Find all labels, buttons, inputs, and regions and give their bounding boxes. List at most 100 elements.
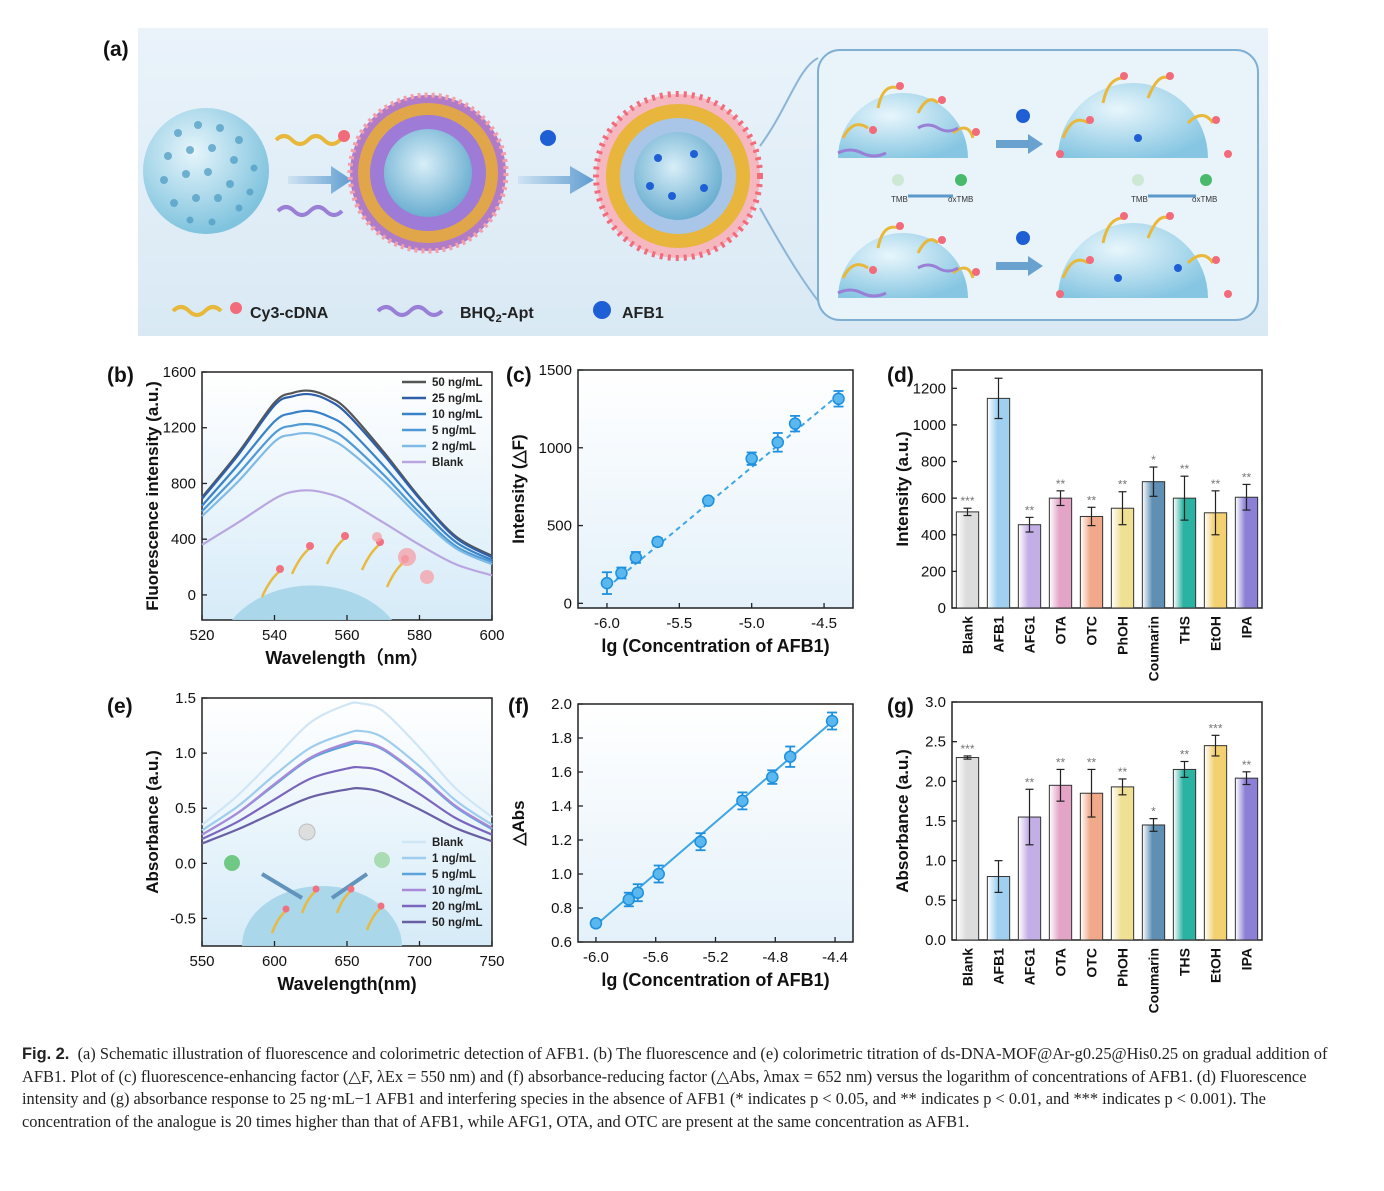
significance-mark: *** [1208, 721, 1222, 735]
legend-apt-glyph [376, 305, 444, 317]
panel-label-g: (g) [887, 695, 914, 718]
series-line [201, 765, 493, 841]
legend-label: 10 ng/mL [432, 409, 482, 421]
inset-tmb [298, 823, 316, 841]
data-point [694, 835, 707, 848]
bar [1048, 497, 1073, 609]
inset-glow [420, 570, 434, 584]
data-point [615, 566, 628, 580]
series-line [201, 740, 493, 836]
data-point [745, 452, 758, 465]
category-label: EtOH [1208, 948, 1224, 983]
inset-dye [347, 885, 355, 893]
significance-mark: * [1151, 453, 1156, 467]
bar [1172, 768, 1197, 941]
inset-oxtmb [224, 855, 240, 871]
significance-mark: ** [1087, 755, 1097, 769]
y-tick-label: 0 [188, 587, 196, 604]
x-tick-label: -4.4 [822, 949, 848, 966]
category-label: EtOH [1208, 616, 1224, 651]
schematic-illustration: TMB oxTMB TMB oxTMB Cy3-cDNA BHQ2-Apt AF… [143, 49, 1259, 325]
category-label: Coumarin [1146, 948, 1162, 1013]
bar [1141, 481, 1166, 609]
x-tick-label: -5.5 [666, 615, 692, 632]
y-tick-label: 1.8 [551, 730, 572, 747]
inset-glow [398, 548, 416, 566]
inset-oxtmb [374, 852, 390, 868]
y-tick-label: 2.0 [925, 773, 946, 790]
category-label: AFG1 [1022, 616, 1038, 654]
data-point [771, 436, 784, 449]
series-line [201, 409, 493, 562]
category-label: AFB1 [991, 616, 1007, 653]
y-tick-label: 800 [921, 454, 946, 471]
legend-label: 5 ng/mL [432, 425, 476, 437]
series-line [201, 489, 493, 577]
y-tick-label: 0 [938, 600, 946, 617]
chart-g-absorbance-selectivity: *** Blank AFB1 ** AFG1 ** OTA ** OTC ** PhOH * Couma… [890, 690, 1270, 1035]
x-tick-label: 550 [189, 953, 214, 970]
x-tick-label: -6.0 [583, 949, 609, 966]
callout-bubbles [837, 72, 1232, 298]
significance-mark: *** [960, 742, 974, 756]
legend-label: 10 ng/mL [432, 885, 482, 897]
y-tick-label: 1.5 [175, 690, 196, 707]
significance-mark: ** [1180, 462, 1190, 476]
significance-mark: * [1151, 805, 1156, 819]
series-line [201, 392, 493, 559]
mof-sphere [143, 108, 269, 234]
y-tick-label: 1.2 [551, 832, 572, 849]
x-axis-label: Wavelength(nm) [277, 974, 416, 994]
category-label: THS [1177, 948, 1193, 976]
plot-area [951, 369, 1263, 609]
data-point [589, 917, 603, 930]
oxtmb-label-1: oxTMB [948, 195, 973, 204]
y-tick-label: 2.0 [551, 696, 572, 713]
plot-frame [951, 369, 1263, 609]
y-tick-label: 0.5 [175, 800, 196, 817]
legend-cdna-glyph [171, 305, 223, 317]
afb1-bound-sphere [593, 91, 763, 261]
y-tick-label: 3.0 [925, 694, 946, 711]
y-tick-label: 1.6 [551, 764, 572, 781]
category-label: IPA [1239, 616, 1255, 638]
significance-mark: ** [1242, 470, 1252, 484]
tmb-label-1: TMB [891, 195, 908, 204]
legend-label: Blank [432, 457, 464, 469]
chart-b-fluorescence-spectra: 50 ng/mL 25 ng/mL 10 ng/mL 5 ng/mL 2 ng/mL Bl… [140, 362, 505, 672]
data-point [651, 535, 664, 549]
y-tick-label: 200 [921, 563, 946, 580]
y-tick-label: 0.6 [551, 934, 572, 951]
inset-dye [312, 885, 320, 893]
y-tick-label: 400 [171, 531, 196, 548]
panel-label-f: (f) [508, 695, 529, 718]
y-tick-label: 1.0 [551, 866, 572, 883]
chart-e-absorbance-spectra: Blank 1 ng/mL 5 ng/mL 10 ng/mL 20 ng/mL 50 ng… [140, 690, 505, 1000]
inset-arrow [260, 872, 304, 900]
inset-dye [306, 542, 314, 550]
y-tick-label: 0 [564, 595, 572, 612]
series-line [201, 431, 493, 566]
bar [1234, 777, 1259, 941]
inset-dye [276, 565, 284, 573]
category-label: THS [1177, 616, 1193, 644]
x-tick-label: 560 [334, 627, 359, 644]
category-label: Blank [960, 616, 976, 654]
oxtmb-label-2: oxTMB [1192, 195, 1217, 204]
x-axis-label: Wavelength（nm） [265, 648, 428, 668]
x-axis-label: lg (Concentration of AFB1) [601, 636, 829, 656]
data-point [600, 576, 614, 590]
inset-glow [372, 532, 382, 542]
panel-label-e: (e) [107, 695, 133, 718]
data-point [783, 750, 797, 763]
panel-label-a: (a) [103, 38, 129, 61]
significance-mark: ** [1180, 748, 1190, 762]
y-tick-label: 2.5 [925, 734, 946, 751]
data-point [788, 417, 802, 430]
inset-dye [377, 902, 385, 910]
y-tick-label: -0.5 [170, 910, 196, 927]
legend-cy3-cdna: Cy3-cDNA [250, 305, 329, 322]
bar [1110, 786, 1135, 941]
arrow-1 [288, 166, 352, 194]
y-tick-label: 0.0 [175, 855, 196, 872]
